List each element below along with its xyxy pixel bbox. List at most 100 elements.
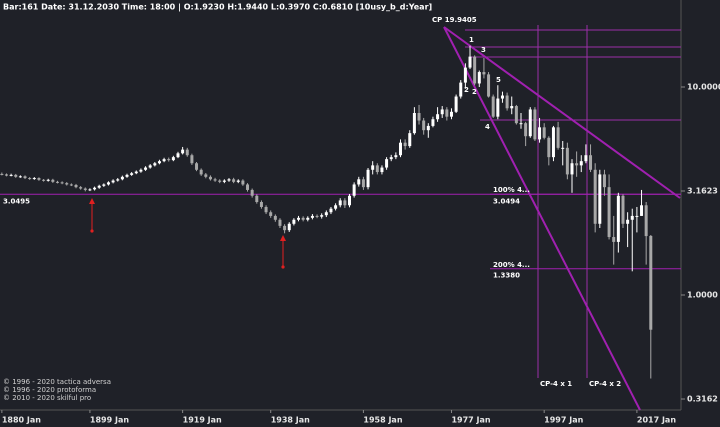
candle-body	[514, 106, 518, 124]
candle-body	[176, 153, 180, 158]
annotation: CP-4 x 1	[540, 380, 572, 388]
candle-body	[4, 174, 8, 176]
candle-body	[538, 127, 542, 140]
candle-body	[463, 67, 467, 83]
candle-body	[468, 56, 472, 68]
candle-body	[32, 178, 36, 180]
candle-body	[524, 123, 528, 137]
candle-body	[278, 219, 282, 226]
candle-body	[644, 205, 648, 237]
candle-body	[361, 179, 365, 188]
candle-body	[134, 171, 138, 174]
candle-body	[635, 215, 639, 217]
candle-body	[389, 157, 393, 160]
candle-body	[500, 95, 504, 99]
candle-body	[320, 215, 324, 217]
candle-body	[273, 215, 277, 220]
candle-body	[0, 173, 4, 175]
candle-body	[375, 165, 379, 173]
candle-body	[366, 169, 370, 188]
candle-body	[171, 157, 175, 161]
candle-body	[37, 178, 41, 180]
candle-body	[352, 184, 356, 196]
candle-body	[23, 176, 27, 179]
candle-body	[528, 109, 532, 137]
y-tick-label: 3.1623	[687, 187, 718, 196]
x-tick-label: 2017 Jan	[637, 416, 676, 425]
candle-body	[181, 149, 185, 154]
candle-body	[338, 200, 342, 206]
candle-body	[46, 179, 50, 181]
candle-body	[283, 225, 287, 231]
candle-body	[510, 106, 514, 109]
candle-body	[621, 195, 625, 224]
candle-body	[394, 155, 398, 158]
candle-body	[79, 187, 83, 189]
candle-body	[385, 159, 389, 168]
candle-body	[315, 215, 319, 217]
candle-body	[167, 159, 171, 161]
candle-body	[459, 82, 463, 97]
annotation: 1	[469, 36, 474, 44]
annotation: 2	[464, 86, 469, 94]
arrow-head	[89, 198, 95, 204]
candle-body	[412, 112, 416, 134]
candle-body	[144, 167, 148, 170]
x-tick-label: 1919 Jan	[183, 416, 222, 425]
copyright: © 1996 - 2020 protoforma	[3, 386, 96, 394]
candle-body	[454, 96, 458, 112]
candle-body	[88, 189, 92, 191]
candle-body	[616, 195, 620, 242]
annotation: 2	[472, 88, 477, 96]
candle-body	[246, 184, 250, 190]
candle-body	[28, 178, 32, 180]
signal-arrows	[89, 198, 286, 269]
candle-body	[55, 181, 59, 183]
candle-body	[343, 200, 347, 206]
x-tick-label: 1977 Jan	[451, 416, 490, 425]
candle-body	[551, 127, 555, 158]
candle-body	[449, 111, 453, 117]
candle-body	[269, 212, 273, 216]
candle-body	[69, 184, 73, 186]
candle-body	[111, 180, 115, 183]
candle-body	[607, 187, 611, 238]
candle-body	[232, 179, 236, 182]
candle-body	[380, 167, 384, 173]
candle-body	[602, 174, 606, 188]
candle-body	[125, 174, 129, 177]
candle-body	[589, 155, 593, 170]
candle-body	[218, 180, 222, 182]
candle-body	[153, 163, 157, 166]
candle-body	[561, 147, 565, 149]
candle-body	[250, 189, 254, 196]
candle-body	[422, 120, 426, 131]
candle-body	[213, 179, 217, 181]
arrow-dot	[90, 229, 94, 233]
candle-body	[547, 137, 551, 158]
candle-body	[14, 174, 18, 177]
candle-body	[445, 109, 449, 117]
candle-body	[542, 127, 546, 138]
candle-body	[403, 142, 407, 147]
reference-label: 3.0495	[3, 197, 30, 205]
candle-body	[287, 223, 291, 231]
candle-body	[292, 219, 296, 224]
candle-body	[83, 188, 87, 190]
candle-body	[440, 109, 444, 115]
arrow-head	[280, 235, 286, 241]
candle-body	[579, 161, 583, 166]
copyright: © 1996 - 2020 tactica adversa	[3, 378, 111, 386]
candle-body	[640, 205, 644, 216]
x-tick-label: 1958 Jan	[363, 416, 402, 425]
candle-body	[417, 112, 421, 121]
candle-body	[259, 201, 263, 207]
candle-body	[236, 180, 240, 182]
candle-body	[436, 114, 440, 120]
candle-body	[505, 95, 509, 109]
x-tick-label: 1938 Jan	[271, 416, 310, 425]
y-tick-label: 10.0000	[687, 83, 720, 92]
candle-body	[398, 142, 402, 156]
